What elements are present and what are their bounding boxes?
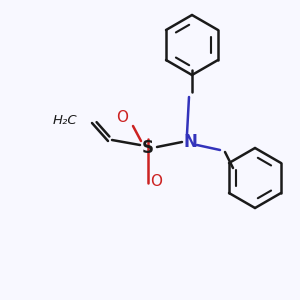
Text: N: N — [183, 133, 197, 151]
Text: S: S — [142, 139, 154, 157]
Text: O: O — [150, 173, 162, 188]
Text: O: O — [116, 110, 128, 124]
Text: H₂C: H₂C — [52, 115, 77, 128]
